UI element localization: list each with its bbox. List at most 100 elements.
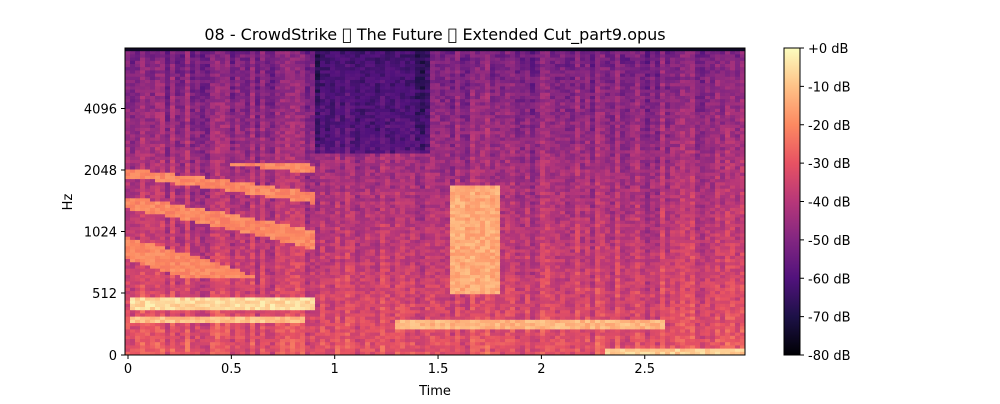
heat-cell — [635, 54, 641, 59]
heat-cell — [460, 111, 466, 116]
heat-cell — [255, 60, 261, 65]
heat-cell — [505, 70, 511, 75]
heat-cell — [640, 121, 646, 126]
heat-cell — [175, 118, 181, 123]
heat-cell — [555, 76, 561, 81]
heat-cell — [265, 48, 271, 52]
heat-cell — [270, 95, 276, 100]
heat-cell — [345, 79, 351, 84]
heat-cell — [735, 63, 741, 68]
heat-cell — [700, 111, 706, 116]
heat-cell — [210, 115, 216, 119]
heat-cell — [585, 51, 591, 55]
heat-cell — [355, 99, 361, 103]
heat-cell — [180, 95, 186, 100]
heat-cell — [265, 102, 271, 107]
heat-cell — [540, 95, 546, 100]
heat-cell — [385, 60, 391, 65]
heat-cell — [375, 63, 381, 68]
heat-cell — [245, 127, 251, 132]
heat-cell — [600, 92, 606, 97]
heat-cell — [535, 67, 541, 71]
heat-cell — [420, 121, 426, 126]
heat-cell — [550, 102, 556, 107]
heat-cell — [565, 86, 571, 91]
heat-cell — [185, 111, 191, 116]
heat-cell — [340, 48, 346, 52]
heat-cell — [390, 115, 396, 119]
heat-cell — [720, 60, 726, 65]
heat-cell — [265, 111, 271, 116]
heat-cell — [570, 102, 576, 107]
heat-cell — [725, 108, 731, 113]
heat-cell — [200, 70, 206, 75]
heat-cell — [640, 57, 646, 62]
heat-cell — [605, 73, 611, 78]
heat-cell — [165, 83, 171, 87]
heat-cell — [385, 86, 391, 91]
heat-cell — [415, 86, 421, 91]
heat-cell — [455, 92, 461, 97]
heat-cell — [680, 57, 686, 62]
heat-cell — [280, 108, 286, 113]
heat-cell — [730, 70, 736, 75]
heat-cell — [430, 67, 436, 71]
heat-cell — [275, 92, 281, 97]
heat-cell — [315, 89, 321, 94]
heat-cell — [705, 79, 711, 84]
heat-cell — [440, 105, 446, 110]
heat-cell — [535, 121, 541, 126]
heat-cell — [400, 111, 406, 116]
heat-cell — [575, 118, 581, 123]
heat-cell — [540, 83, 546, 87]
heat-cell — [460, 54, 466, 59]
heat-cell — [480, 60, 486, 65]
heat-cell — [505, 63, 511, 68]
heat-cell — [585, 73, 591, 78]
heat-cell — [140, 63, 146, 68]
heat-cell — [365, 105, 371, 110]
heat-cell — [200, 67, 206, 71]
heat-cell — [230, 118, 236, 123]
heat-cell — [320, 108, 326, 113]
heat-cell — [595, 105, 601, 110]
heat-cell — [415, 48, 421, 52]
heat-cell — [450, 48, 456, 52]
heat-cell — [245, 86, 251, 91]
heat-cell — [715, 79, 721, 84]
heat-cell — [375, 79, 381, 84]
heat-cell — [665, 76, 671, 81]
heat-cell — [140, 99, 146, 103]
heat-cell — [155, 54, 161, 59]
heat-cell — [125, 70, 131, 75]
heat-cell — [680, 79, 686, 84]
heat-cell — [625, 92, 631, 97]
heat-cell — [725, 92, 731, 97]
heat-cell — [650, 60, 656, 65]
heat-cell — [265, 127, 271, 132]
heat-cell — [350, 48, 356, 52]
heat-cell — [435, 76, 441, 81]
heat-cell — [460, 70, 466, 75]
heat-cell — [540, 51, 546, 55]
heat-cell — [370, 73, 376, 78]
heat-cell — [725, 51, 731, 55]
heat-cell — [625, 54, 631, 59]
heat-cell — [470, 105, 476, 110]
heat-cell — [405, 124, 411, 129]
heat-cell — [330, 51, 336, 55]
heat-cell — [405, 57, 411, 62]
heat-cell — [460, 83, 466, 87]
heat-cell — [355, 89, 361, 94]
heat-cell — [685, 67, 691, 71]
heat-cell — [660, 111, 666, 116]
heat-cell — [705, 111, 711, 116]
heat-cell — [570, 73, 576, 78]
heat-cell — [715, 54, 721, 59]
heat-cell — [355, 70, 361, 75]
heat-cell — [705, 63, 711, 68]
heat-cell — [670, 83, 676, 87]
heat-cell — [180, 51, 186, 55]
heat-cell — [390, 67, 396, 71]
heat-cell — [330, 118, 336, 123]
